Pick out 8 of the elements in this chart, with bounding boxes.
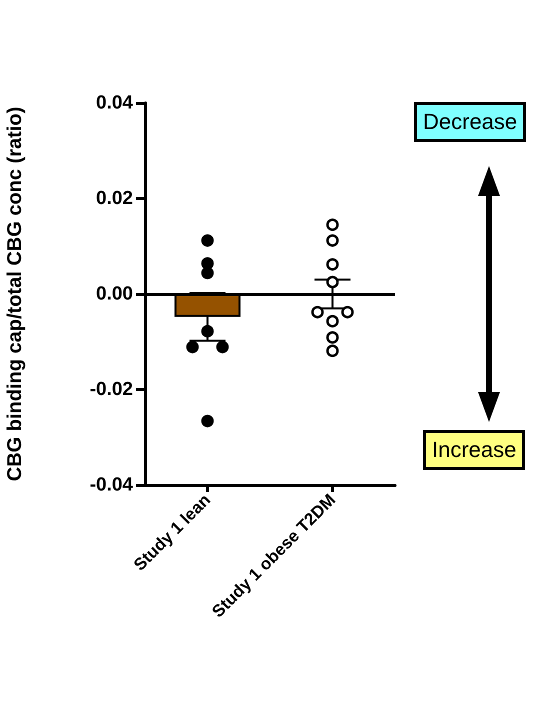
y-tick-label: 0.04: [96, 92, 134, 114]
text: Decrease: [414, 102, 526, 142]
y-tick-label: 0.02: [96, 188, 133, 209]
y-axis-title: CBG binding cap/total CBG conc (ratio): [4, 106, 26, 482]
y-tick-label: -0.04: [90, 474, 134, 496]
y-tick-label: 0.00: [96, 284, 133, 304]
y-tick-label: -0.02: [90, 379, 133, 400]
text: Increase: [423, 430, 526, 470]
